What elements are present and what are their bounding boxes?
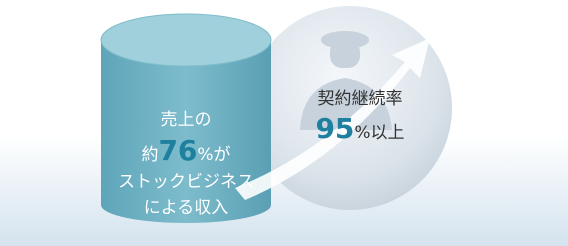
line4: による収入 [144,198,229,218]
infographic: 売上の 約76%が ストックビジネス による収入 契約継続率 95%以上 [0,0,568,246]
cylinder-top [101,14,271,66]
number: 76 [158,134,197,167]
suffix: %以上 [354,123,404,143]
label: 契約継続率 [318,89,403,109]
number: 95 [315,112,354,145]
line1: 売上の [161,110,212,130]
suffix: %が [197,145,230,165]
prefix: 約 [141,145,158,165]
page: 売上の 約76%が ストックビジネス による収入 契約継続率 95%以上 (()… [0,0,568,246]
line3: ストックビジネス [118,172,254,192]
